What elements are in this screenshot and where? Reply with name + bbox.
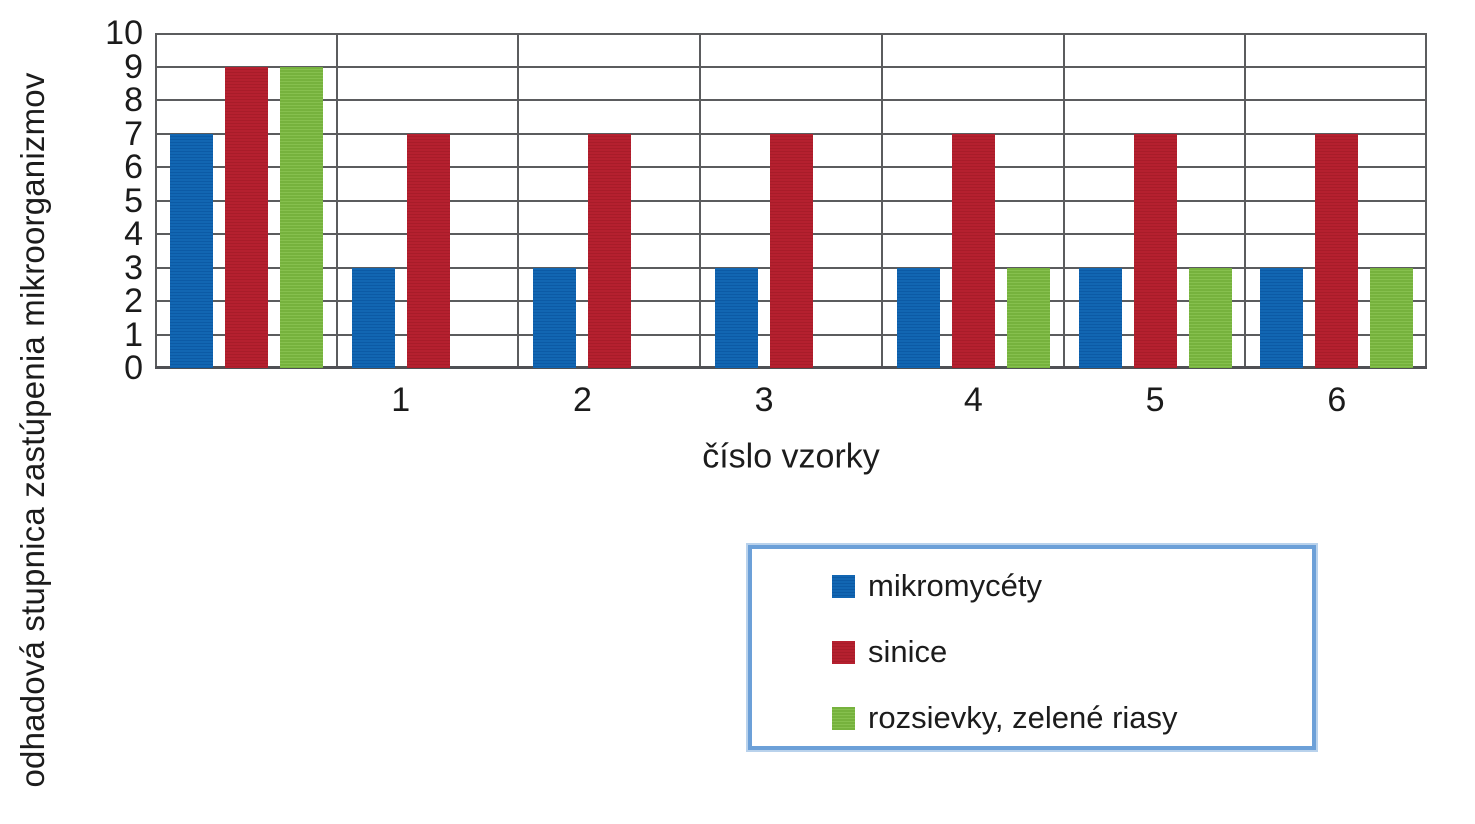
legend-item-rozsievky: rozsievky, zelené riasy — [832, 685, 1312, 751]
bar-series1-group1 — [406, 133, 450, 368]
legend-swatch-red — [832, 640, 855, 664]
bar-series2-group6 — [1370, 267, 1414, 368]
y-tick-label-7: 7 — [124, 114, 143, 153]
legend-swatch-blue — [832, 574, 855, 598]
x-tick-label-6: 6 — [1327, 381, 1347, 419]
gridline-x-7 — [1425, 33, 1427, 368]
y-tick-label-5: 5 — [124, 181, 143, 220]
bar-series1-group6 — [1315, 133, 1359, 368]
legend-label: rozsievky, zelené riasy — [868, 700, 1178, 735]
y-tick-label-1: 1 — [124, 315, 143, 354]
bar-series0-group0 — [170, 133, 213, 368]
gridline-x-6 — [1244, 33, 1247, 368]
y-axis-title: odhadová stupnica zastúpenia mikroorgani… — [14, 72, 51, 788]
bar-series1-group4 — [951, 133, 995, 368]
x-tick-label-3: 3 — [754, 381, 774, 419]
bar-series1-group3 — [770, 133, 814, 368]
legend-box: mikromycéty sinice rozsievky, zelené ria… — [748, 545, 1316, 750]
bar-series0-group3 — [715, 267, 759, 368]
bar-series2-group0 — [280, 66, 323, 368]
legend-label: sinice — [868, 634, 948, 669]
y-tick-label-3: 3 — [124, 248, 143, 287]
bar-series0-group4 — [896, 267, 940, 368]
legend-item-mikromycety: mikromycéty — [832, 553, 1312, 619]
gridline-y-8 — [155, 99, 1427, 101]
gridline-y-10 — [155, 33, 1427, 35]
x-tick-label-5: 5 — [1145, 381, 1165, 419]
y-tick-label-9: 9 — [124, 47, 143, 86]
bar-series2-group5 — [1188, 267, 1232, 368]
gridline-x-0 — [155, 33, 157, 368]
gridline-y-9 — [155, 65, 1427, 68]
y-tick-label-2: 2 — [124, 282, 143, 320]
y-tick-label-0: 0 — [124, 349, 143, 387]
gridline-x-5 — [1062, 33, 1065, 368]
bar-series0-group5 — [1078, 267, 1122, 368]
legend-item-sinice: sinice — [832, 619, 1312, 685]
y-tick-label-4: 4 — [124, 215, 143, 253]
bar-series1-group2 — [588, 133, 632, 368]
bar-series0-group2 — [533, 267, 577, 368]
legend-swatch-green — [832, 706, 855, 730]
y-tick-label-6: 6 — [124, 148, 143, 186]
gridline-x-1 — [335, 33, 338, 368]
legend-label: mikromycéty — [868, 568, 1042, 603]
y-tick-label-8: 8 — [124, 81, 143, 119]
x-tick-label-2: 2 — [572, 381, 592, 419]
bar-series2-group4 — [1006, 267, 1050, 368]
gridline-x-4 — [880, 33, 883, 368]
gridline-x-3 — [699, 33, 702, 368]
bar-series1-group0 — [225, 66, 268, 368]
bar-series1-group5 — [1133, 133, 1177, 368]
y-tick-label-10: 10 — [105, 14, 143, 52]
bar-series0-group6 — [1260, 267, 1304, 368]
bar-series0-group1 — [351, 267, 395, 368]
plot-area: 0 1 2 3 4 5 6 7 8 9 10 1 2 3 4 5 6 — [105, 16, 1427, 419]
x-axis-title: číslo vzorky — [702, 437, 880, 476]
x-tick-label-4: 4 — [963, 381, 983, 419]
gridline-x-2 — [517, 33, 520, 368]
x-tick-label-1: 1 — [391, 381, 411, 419]
